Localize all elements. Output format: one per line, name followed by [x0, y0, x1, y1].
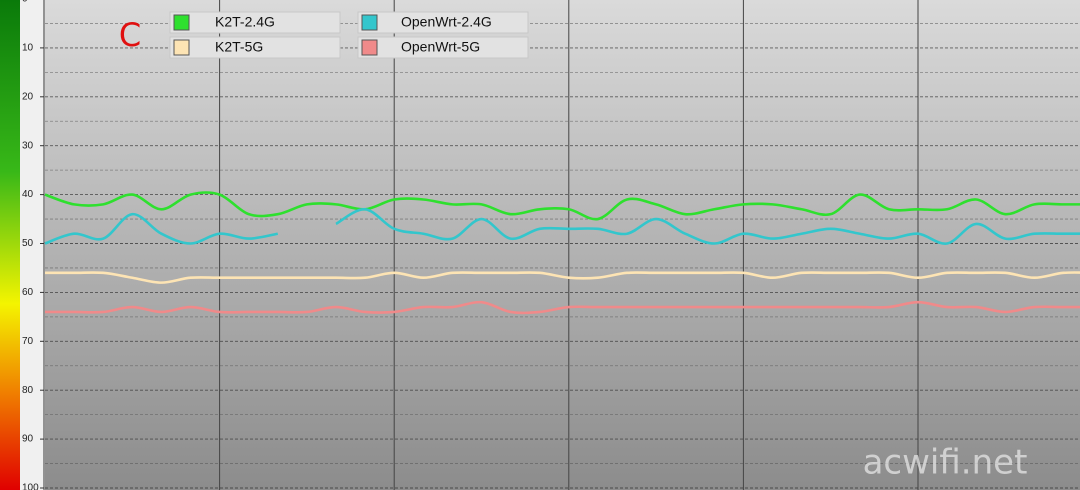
series-line [45, 300, 1080, 315]
legend-label: K2T-2.4G [215, 14, 275, 30]
signal-scale-bar [0, 0, 20, 490]
y-tick-label: 20 [22, 91, 34, 102]
series-line [45, 271, 1080, 284]
plot-area [45, 0, 1080, 490]
legend-swatch [361, 14, 378, 31]
series-line [44, 191, 1080, 221]
y-tick-label: 100 [22, 483, 39, 490]
y-tick-label: 80 [22, 385, 34, 396]
legend-swatch [361, 39, 378, 56]
legend-cell [169, 11, 341, 34]
legend-swatch [173, 39, 190, 56]
legend-cell [357, 11, 529, 34]
y-tick-label: 70 [22, 336, 34, 347]
y-tick-label: 60 [22, 287, 34, 298]
annotation: C [119, 16, 141, 54]
legend-cell [169, 36, 341, 59]
legend-label: K2T-5G [215, 39, 263, 55]
y-tick-label: 40 [22, 189, 34, 200]
watermark: acwifi.net [863, 443, 1028, 483]
legend-label: OpenWrt-5G [401, 39, 480, 55]
y-tick-label: 10 [22, 43, 34, 54]
y-tick-label: 90 [22, 434, 34, 445]
y-tick-label: 50 [22, 238, 34, 249]
legend-label: OpenWrt-2.4G [401, 14, 492, 30]
legend-swatch [173, 14, 190, 31]
y-tick-label: 0 [22, 0, 28, 5]
y-tick-label: 30 [22, 140, 34, 151]
series-line [44, 207, 1080, 245]
legend-cell [357, 36, 529, 59]
